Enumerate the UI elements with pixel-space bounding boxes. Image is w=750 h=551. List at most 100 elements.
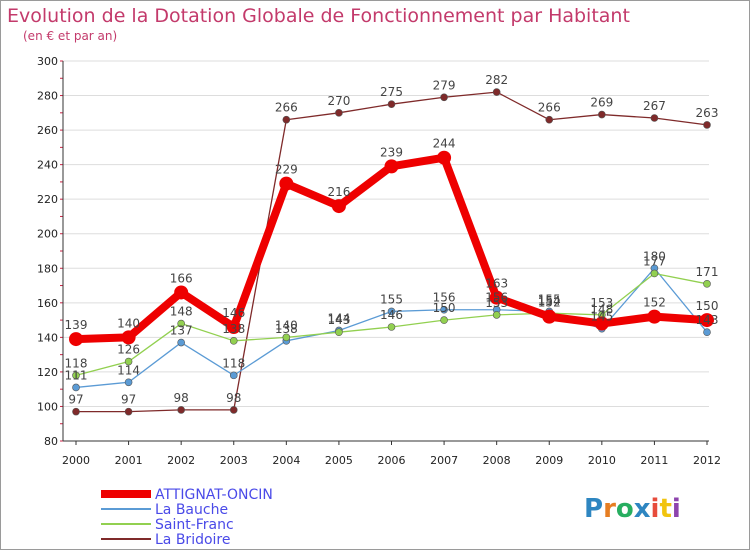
proxiti-logo: Proxiti	[584, 494, 681, 524]
data-label: 270	[327, 94, 350, 108]
data-label: 143	[696, 313, 719, 327]
data-label: 139	[65, 318, 88, 332]
data-label: 216	[327, 185, 350, 199]
data-label: 155	[380, 292, 403, 306]
data-label: 144	[327, 311, 350, 325]
x-tick-label: 2007	[430, 454, 458, 467]
data-point	[121, 330, 136, 345]
data-point	[650, 269, 659, 278]
data-label: 97	[121, 393, 136, 407]
data-point	[174, 285, 189, 300]
x-tick-label: 2003	[220, 454, 248, 467]
data-point	[703, 280, 711, 288]
data-point	[177, 319, 185, 328]
data-label: 148	[170, 305, 193, 319]
data-point	[72, 383, 80, 392]
data-point	[335, 328, 343, 336]
data-label: 279	[433, 78, 456, 92]
x-tick-label: 2004	[272, 454, 300, 467]
data-point	[647, 309, 662, 324]
data-point	[282, 115, 291, 124]
data-label: 166	[170, 271, 193, 285]
data-label: 267	[643, 99, 666, 113]
x-tick-label: 2002	[167, 454, 195, 467]
data-label: 140	[275, 318, 298, 332]
chart-title: Evolution de la Dotation Globale de Fonc…	[7, 5, 630, 27]
data-label: 150	[696, 299, 719, 313]
legend-label: Saint-Franc	[155, 517, 234, 533]
x-tick-label: 2010	[588, 454, 616, 467]
data-label: 114	[117, 363, 140, 377]
y-tick-label: 80	[44, 435, 58, 448]
y-tick-label: 100	[37, 400, 58, 413]
data-point	[440, 316, 448, 324]
y-tick-label: 180	[37, 262, 58, 275]
data-label: 126	[117, 343, 140, 357]
data-label: 180	[643, 249, 666, 263]
data-label: 156	[485, 291, 508, 305]
data-point	[650, 114, 659, 122]
data-label: 146	[380, 308, 403, 322]
data-point	[229, 337, 238, 345]
data-label: 153	[590, 296, 613, 310]
data-label: 263	[696, 106, 719, 120]
data-point	[331, 199, 346, 214]
data-point	[492, 311, 501, 319]
data-label: 244	[433, 137, 456, 151]
data-point	[177, 406, 185, 414]
data-point	[387, 307, 396, 316]
data-point	[124, 357, 133, 366]
y-tick-label: 240	[37, 159, 58, 172]
y-tick-label: 120	[37, 366, 58, 379]
data-point	[229, 406, 238, 414]
data-point	[703, 328, 711, 336]
data-label: 111	[65, 368, 88, 382]
data-label: 239	[380, 145, 403, 159]
data-point	[335, 109, 343, 117]
data-point	[226, 320, 241, 334]
y-tick-label: 160	[37, 297, 58, 310]
logo-letter: r	[603, 494, 616, 524]
data-label: 148	[590, 303, 613, 317]
x-tick-label: 2012	[693, 454, 721, 467]
data-point	[177, 338, 185, 347]
data-point	[440, 93, 448, 102]
data-label: 155	[538, 292, 561, 306]
data-point	[124, 378, 133, 387]
logo-letter: x	[634, 494, 651, 524]
data-label: 266	[275, 101, 298, 115]
data-point	[700, 313, 714, 328]
data-label: 143	[327, 313, 350, 327]
logo-letter: P	[584, 494, 603, 524]
data-label: 153	[485, 296, 508, 310]
logo-letter: t	[659, 494, 671, 524]
data-point	[282, 333, 291, 342]
data-point	[387, 100, 396, 108]
y-tick-label: 260	[37, 124, 58, 137]
x-tick-label: 2008	[483, 454, 511, 467]
data-point	[384, 159, 399, 174]
data-point	[594, 316, 609, 331]
logo-letter: i	[651, 494, 660, 524]
proxiti-logo-text: Proxiti	[584, 494, 681, 524]
data-point	[124, 407, 133, 416]
x-tick-label: 2005	[325, 454, 353, 467]
data-label: 152	[643, 296, 666, 310]
data-point	[72, 407, 80, 416]
data-point	[545, 115, 554, 124]
x-tick-label: 2011	[640, 454, 668, 467]
data-label: 150	[433, 301, 456, 315]
data-point	[437, 150, 452, 165]
data-label: 154	[538, 294, 561, 308]
data-label: 156	[433, 291, 456, 305]
data-label: 98	[226, 391, 241, 405]
legend-label: ATTIGNAT-ONCIN	[155, 487, 273, 503]
data-point	[598, 110, 606, 119]
data-label: 97	[68, 393, 83, 407]
y-tick-label: 140	[37, 331, 58, 344]
plot-area: 80 100 120 140 160 180 200 220 240 260 280 300 2000 2…	[37, 55, 721, 467]
data-label: 146	[222, 306, 245, 320]
data-label: 118	[65, 356, 88, 370]
